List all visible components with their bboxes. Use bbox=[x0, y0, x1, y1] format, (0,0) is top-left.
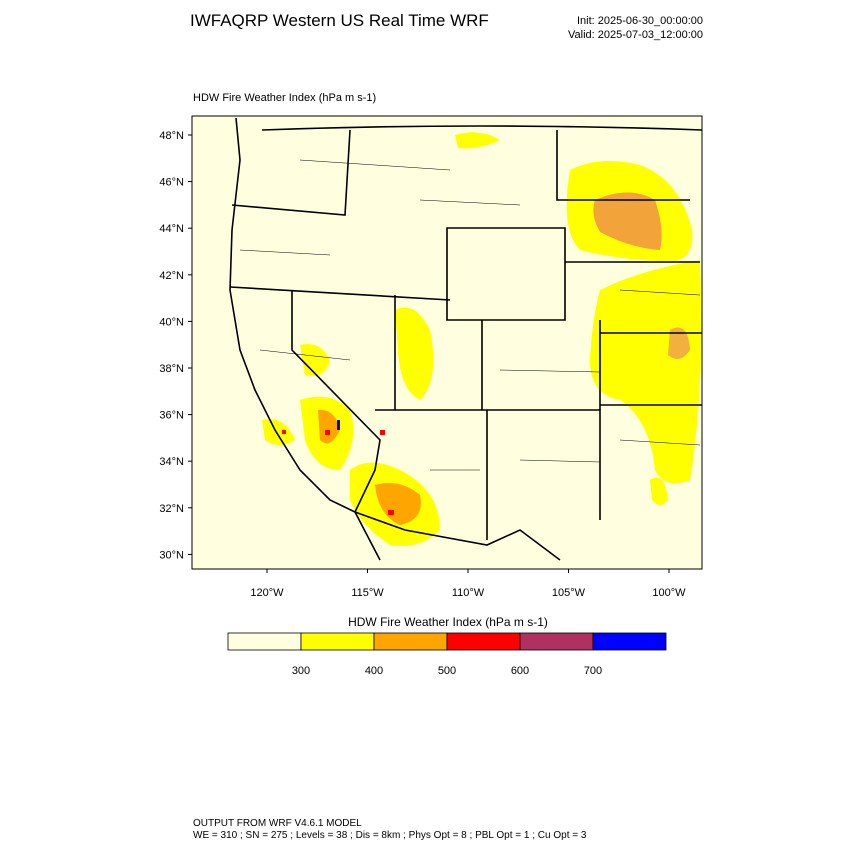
colorbar-label: 300 bbox=[292, 665, 310, 677]
field-orange bbox=[375, 482, 421, 525]
colorbar-label: 400 bbox=[365, 665, 383, 677]
lat-label: 48°N bbox=[159, 130, 184, 142]
colorbar-label: 700 bbox=[584, 665, 602, 677]
county-lines bbox=[239, 159, 701, 471]
colorbar-label: 600 bbox=[511, 665, 529, 677]
lat-label: 46°N bbox=[159, 177, 184, 189]
field-yellow bbox=[455, 132, 500, 149]
border bbox=[291, 290, 381, 513]
lon-label: 115°W bbox=[351, 587, 384, 599]
border bbox=[231, 129, 351, 216]
colorbar-box bbox=[227, 632, 302, 651]
map-title: HDW Fire Weather Index (hPa m s-1) bbox=[193, 92, 376, 104]
colorbar-box bbox=[300, 632, 375, 651]
field-red bbox=[380, 430, 385, 435]
lat-label: 44°N bbox=[159, 223, 184, 235]
field-yellow bbox=[590, 260, 702, 484]
lat-label: 42°N bbox=[159, 270, 184, 282]
lon-label: 105°W bbox=[552, 587, 586, 599]
lat-label: 36°N bbox=[159, 410, 184, 422]
field-blue bbox=[337, 420, 340, 430]
lon-label: 120°W bbox=[250, 587, 284, 599]
border bbox=[354, 511, 561, 561]
map-frame bbox=[191, 115, 703, 570]
field-red bbox=[325, 430, 330, 435]
field-orange bbox=[318, 409, 340, 444]
map bbox=[191, 115, 703, 570]
field-red bbox=[282, 430, 286, 434]
field-yellow bbox=[300, 344, 330, 376]
field-orange bbox=[668, 327, 690, 359]
field-yellow bbox=[650, 477, 668, 505]
border bbox=[446, 227, 566, 321]
fire-index-field bbox=[262, 132, 702, 546]
lon-label: 100°W bbox=[652, 587, 686, 599]
colorbar-box bbox=[446, 632, 521, 651]
field-yellow bbox=[395, 307, 434, 400]
lat-label: 34°N bbox=[159, 456, 184, 468]
lon-label: 110°W bbox=[452, 587, 485, 599]
coast bbox=[229, 117, 381, 561]
colorbar-box bbox=[519, 632, 594, 651]
lat-label: 30°N bbox=[159, 549, 184, 561]
colorbar: 300 400 500 600 700 bbox=[227, 632, 667, 677]
init-time: Init: 2025-06-30_00:00:00 bbox=[577, 15, 703, 27]
title: IWFAQRP Western US Real Time WRF bbox=[190, 11, 489, 30]
lat-label: 38°N bbox=[159, 363, 184, 375]
colorbar-box bbox=[592, 632, 667, 651]
border bbox=[229, 286, 451, 301]
border bbox=[556, 130, 702, 406]
border bbox=[261, 125, 703, 131]
lat-label: 32°N bbox=[159, 503, 184, 515]
field-yellow bbox=[262, 419, 295, 445]
colorbar-box bbox=[373, 632, 448, 651]
footer-line: WE = 310 ; SN = 275 ; Levels = 38 ; Dis … bbox=[193, 830, 587, 841]
field-red bbox=[388, 510, 394, 515]
footer-line: OUTPUT FROM WRF V4.6.1 MODEL bbox=[193, 818, 362, 829]
field-orange bbox=[593, 192, 662, 250]
colorbar-label: 500 bbox=[438, 665, 456, 677]
lat-label: 40°N bbox=[159, 316, 184, 328]
borders bbox=[229, 117, 703, 561]
border bbox=[481, 320, 601, 410]
colorbar-title: HDW Fire Weather Index (hPa m s-1) bbox=[348, 615, 548, 629]
valid-time: Valid: 2025-07-03_12:00:00 bbox=[568, 29, 703, 41]
